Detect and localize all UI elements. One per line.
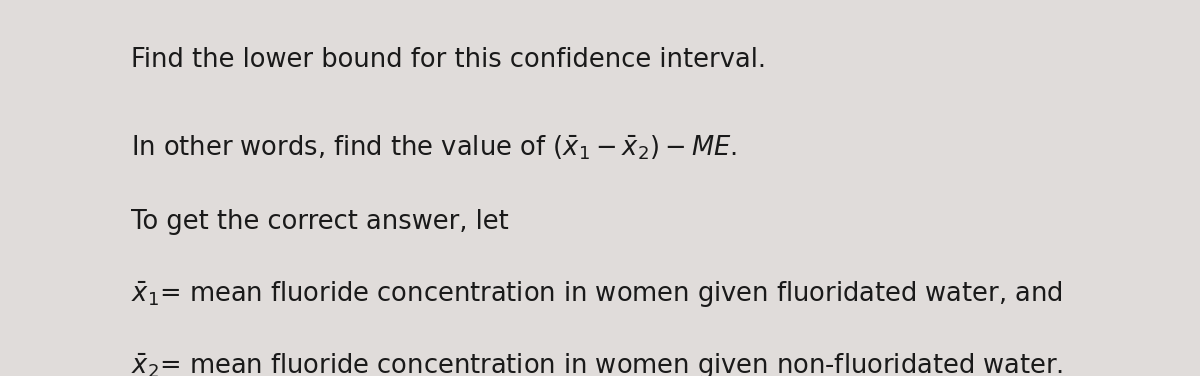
Text: $\bar{x}_2$= mean fluoride concentration in women given non-fluoridated water.: $\bar{x}_2$= mean fluoride concentration… bbox=[132, 352, 1063, 376]
Text: In other words, find the value of $(\bar{x}_1 - \bar{x}_2) - ME$.: In other words, find the value of $(\bar… bbox=[132, 133, 738, 162]
Text: Find the lower bound for this confidence interval.: Find the lower bound for this confidence… bbox=[132, 47, 767, 73]
Text: To get the correct answer, let: To get the correct answer, let bbox=[132, 209, 509, 235]
Text: $\bar{x}_1$= mean fluoride concentration in women given fluoridated water, and: $\bar{x}_1$= mean fluoride concentration… bbox=[132, 280, 1063, 310]
